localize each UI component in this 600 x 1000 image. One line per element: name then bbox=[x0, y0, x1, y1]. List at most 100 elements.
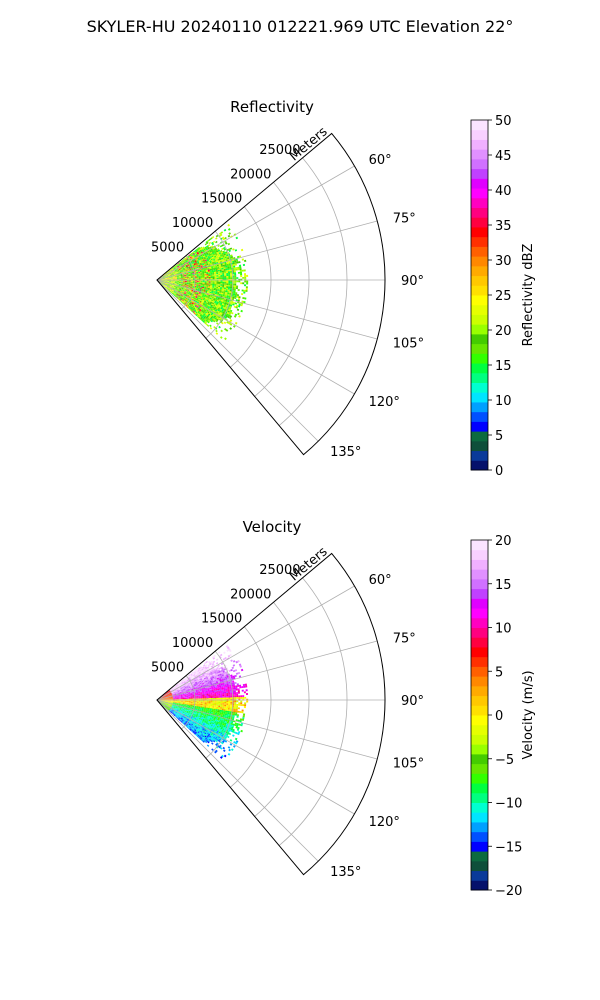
range-gate bbox=[173, 291, 176, 293]
range-gate bbox=[200, 284, 203, 287]
range-gate bbox=[182, 701, 185, 703]
range-gate bbox=[194, 679, 197, 682]
range-gate bbox=[163, 694, 166, 696]
range-gate bbox=[182, 298, 185, 301]
range-gate bbox=[241, 258, 245, 261]
range-gate bbox=[183, 257, 186, 260]
range-gate bbox=[188, 261, 191, 263]
range-gate bbox=[196, 671, 199, 674]
range-gate bbox=[200, 285, 203, 287]
range-gate bbox=[199, 252, 202, 255]
range-gate bbox=[199, 248, 202, 251]
range-gate bbox=[190, 257, 193, 260]
range-gate bbox=[205, 717, 208, 720]
range-gate bbox=[242, 704, 245, 707]
range-gate bbox=[205, 716, 208, 718]
range-gate bbox=[244, 275, 247, 277]
range-gate bbox=[184, 262, 187, 264]
colorbar-segment bbox=[471, 353, 488, 364]
range-gate bbox=[181, 300, 184, 302]
range-gate bbox=[206, 315, 209, 318]
range-gate bbox=[220, 677, 224, 680]
range-gate bbox=[198, 692, 201, 694]
range-gate bbox=[212, 694, 215, 696]
range-gate bbox=[190, 695, 193, 696]
range-gate bbox=[206, 309, 209, 312]
range-gate bbox=[180, 687, 183, 689]
range-gate bbox=[188, 286, 191, 288]
range-ring bbox=[230, 206, 272, 368]
range-gate bbox=[165, 693, 168, 695]
range-gate bbox=[168, 277, 171, 279]
range-gate bbox=[191, 688, 194, 690]
range-gate bbox=[174, 686, 177, 688]
colorbar-segment bbox=[471, 139, 488, 150]
range-gate bbox=[218, 701, 221, 704]
range-gate bbox=[199, 297, 202, 299]
range-gate bbox=[244, 297, 247, 300]
range-gate bbox=[209, 717, 212, 720]
range-gate bbox=[162, 282, 165, 284]
range-gate bbox=[177, 706, 180, 709]
range-gate bbox=[201, 318, 205, 321]
range-gate bbox=[216, 276, 219, 278]
range-gate bbox=[230, 669, 233, 672]
range-gate bbox=[172, 689, 175, 691]
range-gate bbox=[193, 251, 196, 254]
range-gate bbox=[224, 264, 227, 267]
range-gate bbox=[192, 672, 195, 675]
range-gate bbox=[208, 238, 212, 241]
range-gate bbox=[186, 275, 189, 277]
range-gate bbox=[180, 267, 183, 269]
range-gate bbox=[215, 303, 218, 306]
range-gate bbox=[180, 702, 183, 704]
range-gate bbox=[195, 311, 198, 314]
range-gate bbox=[219, 289, 222, 292]
range-gate bbox=[166, 274, 168, 276]
range-gate bbox=[199, 683, 203, 686]
range-gate bbox=[197, 682, 200, 685]
range-gate bbox=[212, 285, 215, 287]
range-gate bbox=[197, 311, 200, 314]
range-gate bbox=[204, 693, 207, 695]
range-gate bbox=[187, 307, 190, 310]
range-gate bbox=[219, 708, 222, 711]
range-gate bbox=[228, 728, 231, 732]
range-gate bbox=[192, 252, 195, 255]
range-gate bbox=[178, 277, 181, 278]
range-gate bbox=[165, 285, 168, 288]
range-gate bbox=[182, 276, 185, 277]
range-gate bbox=[198, 259, 201, 261]
range-gate bbox=[216, 271, 219, 273]
range-gate bbox=[218, 672, 222, 675]
range-gate bbox=[204, 312, 207, 315]
range-gate bbox=[173, 273, 176, 275]
range-gate bbox=[182, 697, 185, 699]
range-gate bbox=[175, 691, 178, 693]
range-gate bbox=[176, 696, 179, 697]
range-gate bbox=[243, 706, 247, 709]
range-gate bbox=[235, 287, 238, 290]
range-gate bbox=[234, 702, 237, 704]
range-gate bbox=[165, 701, 168, 702]
range-gate bbox=[229, 315, 233, 318]
range-gate bbox=[217, 288, 220, 290]
range-gate bbox=[162, 282, 165, 283]
range-gate bbox=[164, 703, 167, 705]
range-gate bbox=[178, 293, 181, 296]
range-gate bbox=[209, 256, 213, 259]
range-gate bbox=[238, 264, 242, 267]
range-gate bbox=[233, 692, 237, 695]
range-gate bbox=[192, 716, 196, 719]
range-gate bbox=[212, 275, 215, 277]
range-gate bbox=[227, 289, 230, 292]
range-gate bbox=[205, 708, 208, 711]
range-gate bbox=[213, 270, 217, 272]
range-gate bbox=[168, 697, 171, 699]
range-gate bbox=[199, 270, 203, 273]
range-gate bbox=[209, 271, 213, 273]
range-gate bbox=[230, 285, 233, 287]
range-gate bbox=[210, 720, 213, 723]
range-gate bbox=[212, 721, 215, 724]
range-gate bbox=[198, 701, 201, 703]
